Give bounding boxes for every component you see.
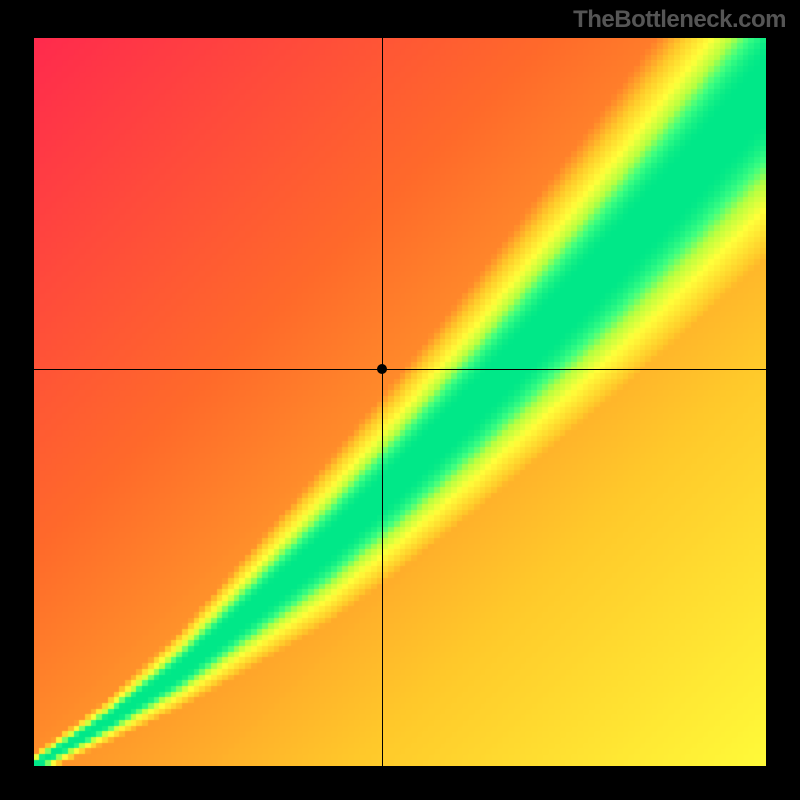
crosshair-horizontal [34, 369, 766, 370]
crosshair-point [377, 364, 387, 374]
crosshair-vertical [382, 38, 383, 766]
plot-area [34, 38, 766, 766]
chart-container: TheBottleneck.com [0, 0, 800, 800]
watermark-text: TheBottleneck.com [573, 6, 786, 34]
heatmap-canvas [34, 38, 766, 766]
